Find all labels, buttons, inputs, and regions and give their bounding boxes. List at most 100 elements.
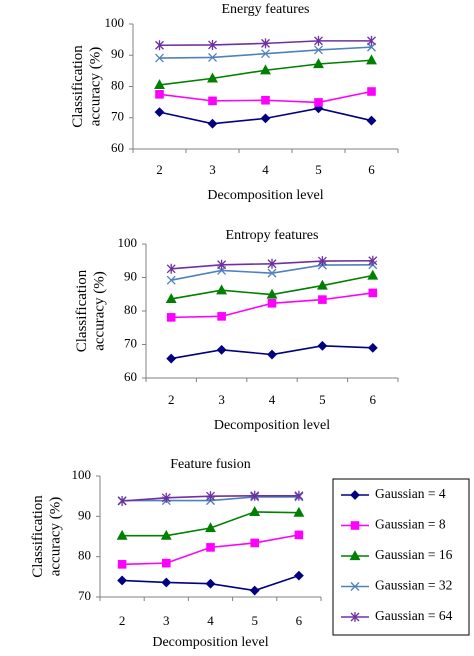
legend-marker — [349, 550, 361, 561]
y-tick-label: 100 — [72, 467, 92, 482]
series-square — [166, 288, 378, 322]
data-point — [166, 313, 176, 322]
data-point — [207, 118, 218, 129]
data-point — [261, 49, 270, 59]
y-tick-label: 60 — [124, 369, 137, 384]
data-point — [293, 506, 305, 517]
x-tick-label: 4 — [207, 613, 214, 628]
data-point — [205, 578, 216, 589]
x-tick-label: 5 — [251, 613, 258, 628]
data-point — [154, 107, 165, 118]
data-point — [261, 38, 270, 49]
x-tick-label: 4 — [262, 162, 269, 177]
legend-box — [332, 478, 470, 636]
data-point — [314, 35, 323, 46]
series-square — [117, 530, 304, 569]
data-point — [116, 529, 128, 540]
y-axis-label: Classificationaccuracy (%) — [70, 45, 103, 128]
x-tick-label: 5 — [315, 162, 322, 177]
y-tick-label: 70 — [78, 588, 91, 603]
chart-title: Feature fusion — [170, 457, 250, 472]
x-tick-label: 6 — [368, 162, 375, 177]
x-tick-label: 2 — [156, 162, 163, 177]
data-point — [368, 255, 378, 266]
x-tick-label: 3 — [163, 613, 170, 628]
data-point — [367, 269, 379, 280]
data-point — [217, 312, 226, 321]
data-point — [260, 113, 271, 124]
data-point — [205, 522, 216, 533]
chart-title: Energy features — [222, 2, 310, 17]
data-point — [314, 98, 323, 107]
data-point — [155, 90, 164, 99]
series-diamond — [166, 340, 378, 364]
data-point — [206, 491, 215, 502]
data-point — [267, 298, 277, 308]
data-point — [249, 585, 260, 596]
legend-marker — [350, 582, 360, 591]
y-axis-label: Classificationaccuracy (%) — [74, 269, 107, 352]
x-tick-label: 6 — [370, 392, 377, 407]
y-tick-label: 70 — [111, 109, 124, 124]
legend-entry: Gaussian = 64 — [341, 608, 453, 623]
data-point — [367, 35, 376, 46]
series-diamond — [117, 570, 304, 596]
y-tick-label: 80 — [78, 548, 91, 563]
data-point — [216, 344, 227, 355]
chart-panel-1: Energy features 60 70 80 90 100 2 3 4 5 6 Decomposi… — [70, 2, 399, 203]
legend-label: Gaussian = 32 — [375, 578, 452, 593]
data-point — [318, 295, 327, 304]
x-axis-label: Decomposition level — [207, 188, 323, 203]
y-tick-label: 90 — [124, 268, 137, 283]
y-tick-label: 60 — [111, 140, 124, 155]
chart-panel-2: Entropy features 60 70 80 90 100 2 3 4 5 6 Decompos… — [74, 228, 399, 433]
series-diamond — [154, 103, 377, 129]
series-line — [159, 46, 372, 59]
data-point — [368, 288, 378, 298]
x-tick-label: 6 — [296, 613, 303, 628]
data-point — [155, 40, 164, 51]
data-point — [367, 87, 376, 96]
y-tick-label: 70 — [124, 335, 137, 350]
data-point — [208, 96, 217, 106]
legend-entry: Gaussian = 8 — [341, 517, 446, 532]
data-point — [316, 279, 328, 290]
y-tick-label: 100 — [118, 235, 138, 250]
data-point — [208, 39, 217, 50]
y-tick-label: 80 — [124, 302, 137, 317]
data-point — [366, 115, 377, 126]
data-point — [249, 506, 261, 516]
legend-entry: Gaussian = 16 — [341, 547, 453, 562]
y-tick-label: 100 — [105, 15, 125, 30]
legend-entry: Gaussian = 32 — [341, 578, 452, 593]
data-point — [261, 95, 270, 105]
data-point — [166, 275, 176, 285]
data-point — [260, 64, 271, 75]
legend-label: Gaussian = 8 — [375, 517, 446, 532]
data-point — [294, 530, 304, 540]
data-point — [267, 268, 277, 278]
chart-title: Entropy features — [226, 228, 319, 243]
legend: Gaussian = 4 Gaussian = 8 Gaussian = 16 Gau… — [332, 478, 470, 636]
data-point — [250, 490, 260, 501]
data-point — [166, 353, 177, 364]
series-square — [155, 87, 376, 107]
x-tick-label: 3 — [209, 162, 216, 177]
data-point — [266, 288, 278, 299]
legend-entry: Gaussian = 4 — [341, 486, 446, 501]
series-triangle — [165, 269, 379, 304]
data-point — [314, 45, 323, 55]
data-point — [207, 72, 218, 83]
data-point — [250, 538, 259, 548]
series-star — [117, 490, 304, 507]
data-point — [317, 256, 327, 267]
data-point — [162, 558, 171, 568]
series-triangle — [154, 54, 377, 90]
y-tick-label: 80 — [111, 77, 124, 92]
series-triangle — [116, 506, 305, 540]
data-point — [160, 529, 172, 540]
legend-label: Gaussian = 4 — [375, 486, 446, 501]
x-tick-label: 4 — [269, 392, 276, 407]
